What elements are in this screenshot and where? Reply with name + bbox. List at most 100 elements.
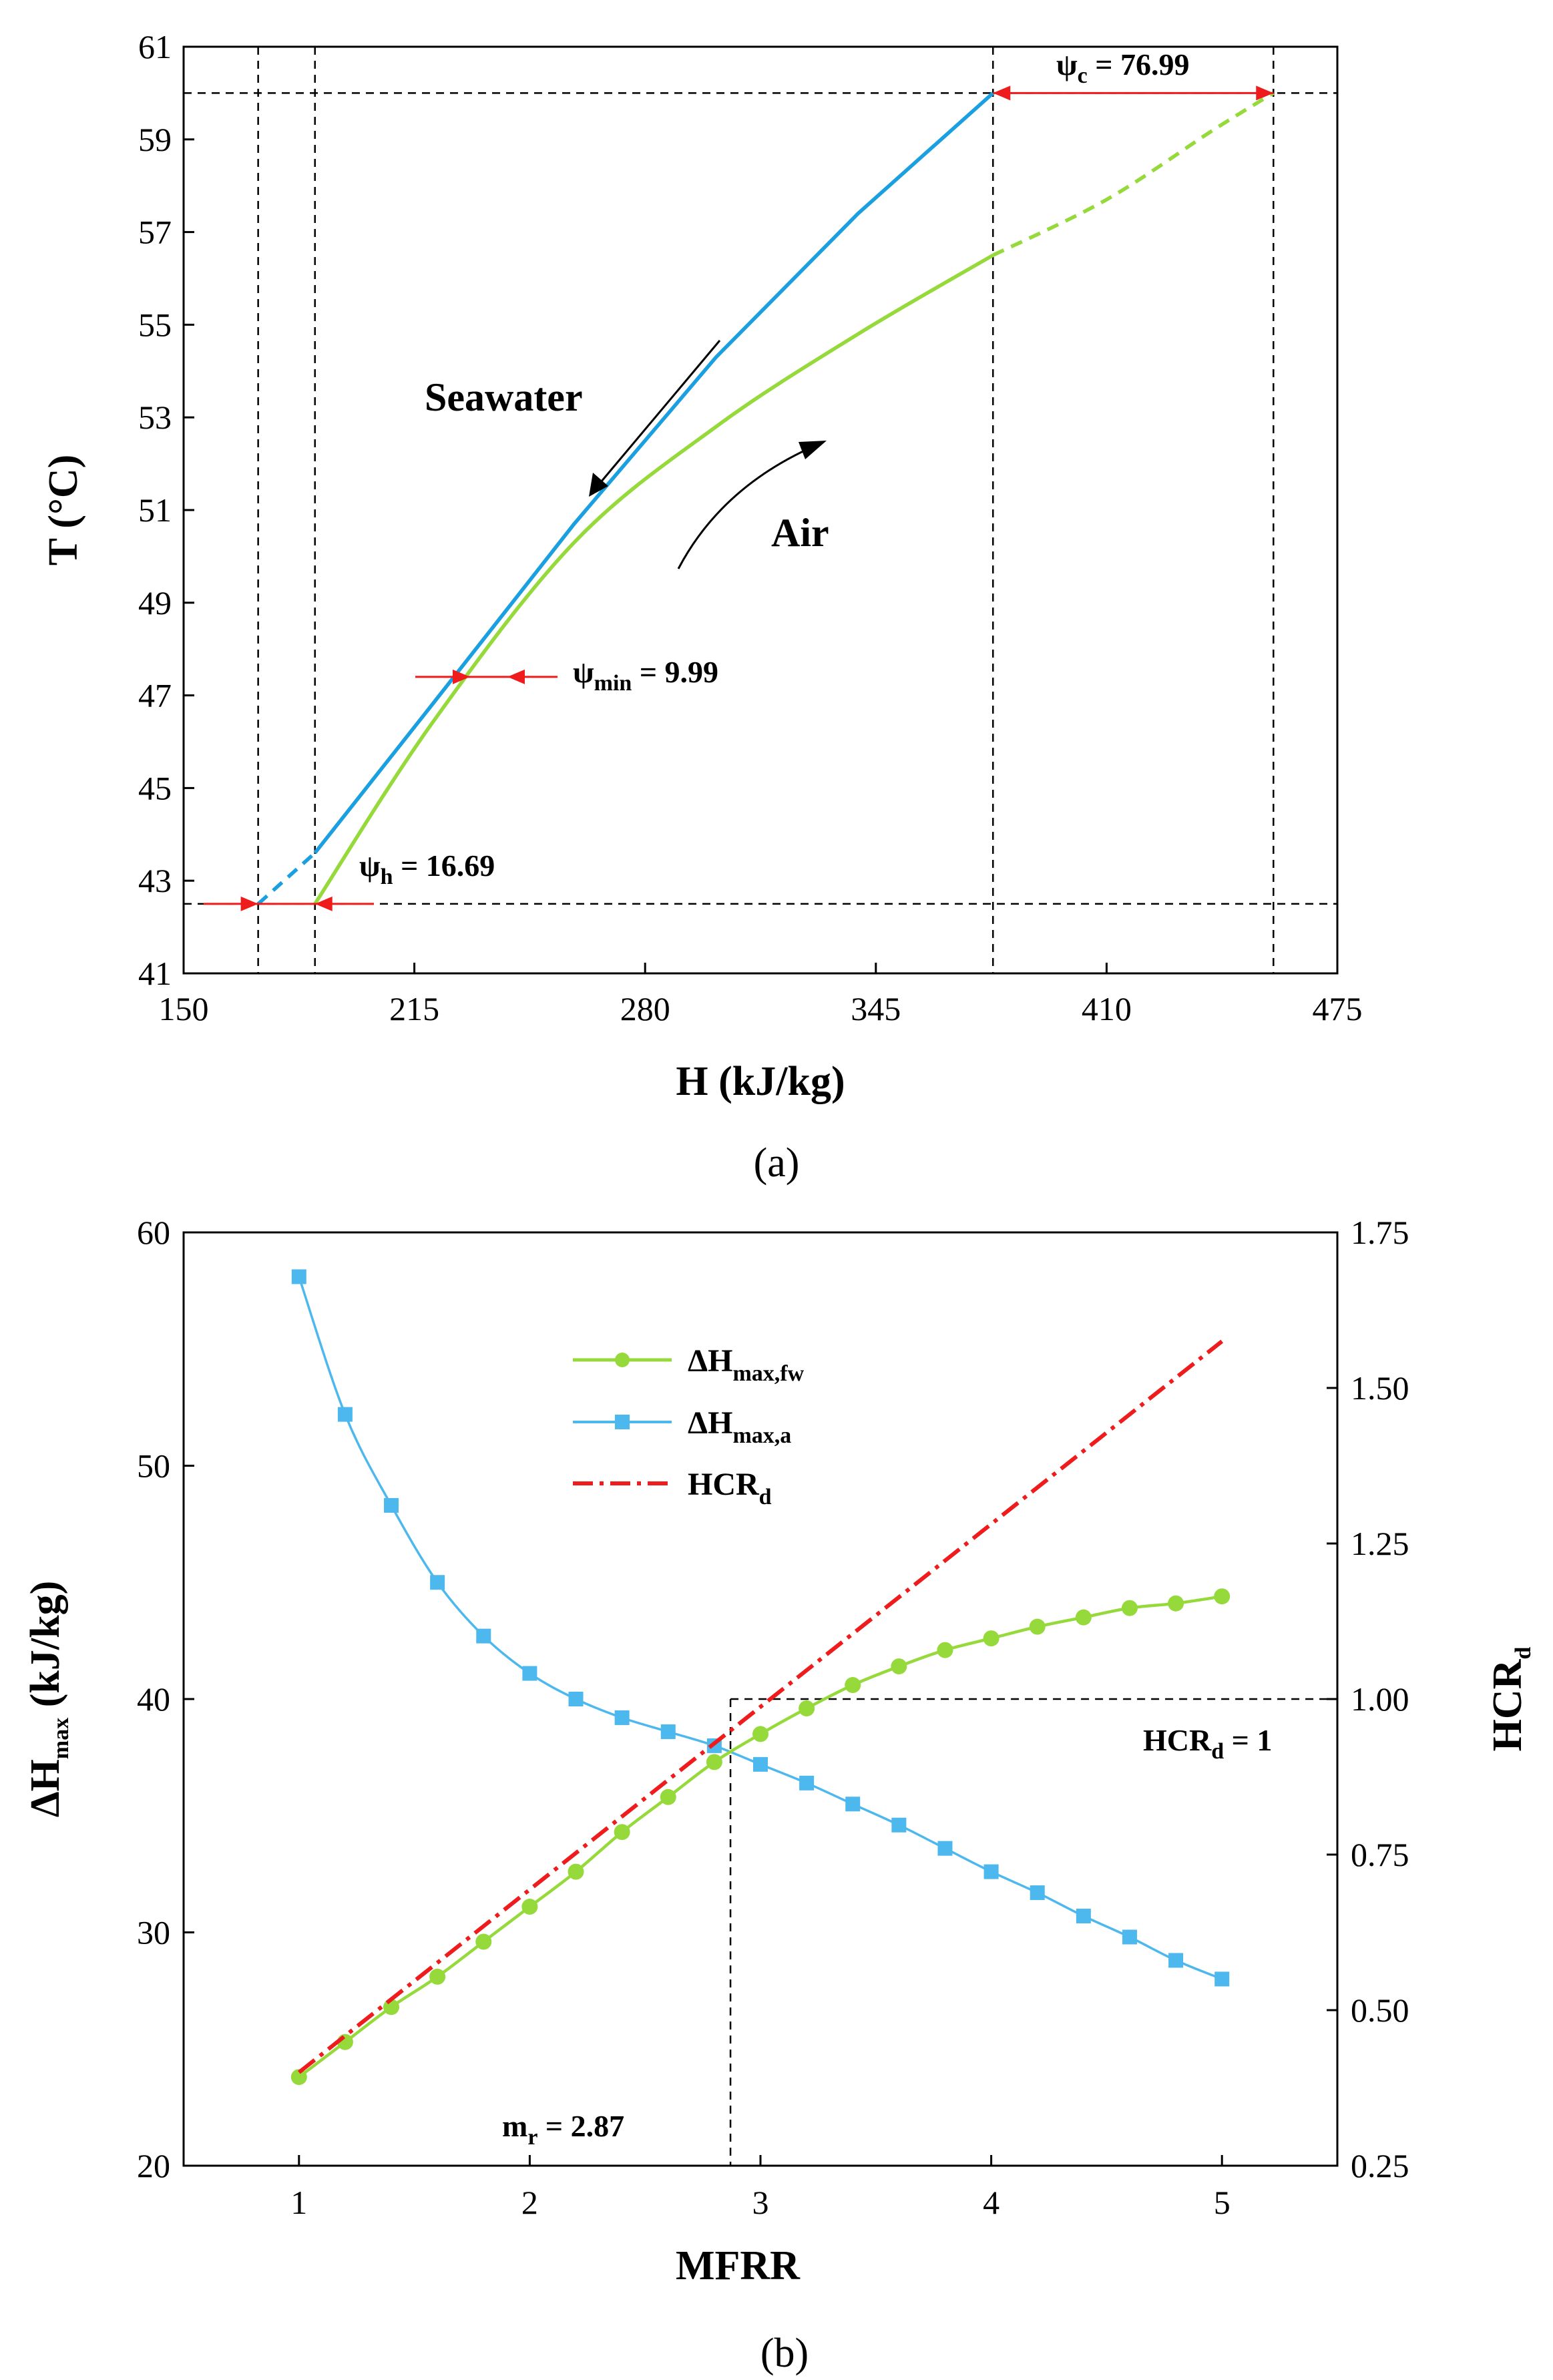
dhmax-fw-point — [614, 1824, 630, 1841]
dhmax-a-point — [430, 1575, 445, 1590]
x-tick-label-a: 150 — [159, 990, 209, 1027]
y-tick-label-right-b: 1.25 — [1351, 1525, 1409, 1562]
dhmax-a-point — [1076, 1909, 1091, 1924]
y-tick-label-left-b: 30 — [137, 1914, 170, 1951]
legend-b: ΔHmax,fw ΔHmax,a HCRd — [573, 1343, 805, 1509]
dhmax-a-point — [291, 1269, 306, 1284]
psi-h-arrowhead-right — [240, 896, 258, 911]
legend-a-marker — [615, 1415, 630, 1429]
x-tick-label-a: 345 — [851, 990, 901, 1027]
y-tick-label-right-b: 1.75 — [1351, 1214, 1409, 1251]
panel-label-b: (b) — [760, 2331, 809, 2376]
dhmax-a-point — [1168, 1953, 1184, 1968]
series-dhmax-fw-line — [298, 1594, 1223, 2078]
x-axis-label-b: MFRR — [676, 2243, 801, 2289]
dhmax-fw-point — [983, 1630, 1000, 1647]
series-air-extension — [992, 91, 1275, 257]
dhmax-fw-point — [1168, 1595, 1184, 1612]
legend-a-label: ΔHmax,a — [688, 1405, 791, 1448]
dhmax-a-point — [1214, 1971, 1230, 1987]
y-tick-label-right-b: 0.25 — [1351, 2147, 1409, 2184]
dhmax-a-point — [384, 1497, 399, 1513]
dhmax-fw-point — [706, 1754, 722, 1770]
series-seawater-line — [313, 91, 995, 855]
panel-label-a: (a) — [754, 1140, 800, 1186]
dhmax-fw-point — [568, 1863, 584, 1880]
legend-hcr-label: HCRd — [688, 1467, 772, 1509]
seawater-direction-arrowhead — [589, 473, 608, 497]
series-a — [256, 91, 1275, 905]
series-dhmax-a-line — [298, 1276, 1223, 1981]
y-tick-label-a: 59 — [138, 121, 172, 158]
legend-fw-label: ΔHmax,fw — [688, 1343, 805, 1386]
psi-min-arrowhead-left — [507, 669, 525, 684]
ticks-b: 1 2 3 4 5 20 30 40 50 60 0.25 0.50 0.75 1.00 1.25 1.50 1… — [137, 1214, 1409, 2221]
dhmax-fw-point — [1029, 1618, 1046, 1635]
x-tick-label-b: 3 — [752, 2184, 769, 2221]
y-tick-label-a: 41 — [138, 955, 172, 992]
y-tick-label-a: 51 — [138, 491, 172, 529]
dhmax-fw-point — [752, 1726, 768, 1742]
y-tick-label-right-b: 1.00 — [1351, 1680, 1409, 1718]
dhmax-a-point — [1122, 1929, 1137, 1945]
dhmax-fw-point — [1075, 1609, 1092, 1626]
dhmax-a-point — [1030, 1885, 1045, 1901]
y-tick-label-right-b: 0.50 — [1351, 1991, 1409, 2029]
reference-lines-b — [729, 1698, 1337, 2166]
y-tick-label-a: 55 — [138, 306, 172, 343]
y-axis-label-a: T (°C) — [41, 455, 86, 566]
x-tick-label-b: 1 — [290, 2184, 307, 2221]
y-tick-label-a: 61 — [138, 28, 172, 65]
dhmax-a-point — [614, 1710, 630, 1725]
dhmax-fw-point — [937, 1642, 953, 1658]
dhmax-a-point — [476, 1628, 491, 1644]
dhmax-fw-point — [891, 1658, 907, 1675]
ticks-a: 150 215 280 345 410 475 41 43 45 47 49 51 53 55 57 59 61 — [138, 28, 1363, 1027]
annotation-hcr-one: HCRd = 1 — [1143, 1723, 1272, 1764]
annotation-psi-min: ψmin = 9.99 — [573, 655, 718, 696]
dhmax-fw-point — [845, 1677, 861, 1694]
x-tick-label-a: 215 — [389, 990, 439, 1027]
dhmax-a-point — [753, 1756, 768, 1772]
psi-c-arrowhead-left — [993, 85, 1011, 101]
air-direction-arrowhead — [799, 441, 827, 459]
dhmax-fw-point — [660, 1789, 676, 1805]
series-seawater-extension — [256, 851, 316, 905]
legend-fw-marker — [615, 1353, 630, 1367]
y-tick-label-left-b: 50 — [137, 1447, 170, 1485]
dhmax-a-point — [660, 1724, 676, 1739]
dhmax-fw-point — [290, 2069, 307, 2086]
y-axis-label-left-b: ΔHmax (kJ/kg) — [23, 1581, 73, 1817]
annotation-arrows-a — [204, 85, 1274, 911]
chart-a: 150 215 280 345 410 475 41 43 45 47 49 51 53 55 57 59 61… — [41, 28, 1363, 1186]
dhmax-a-point — [337, 1407, 353, 1422]
psi-c-arrowhead-right — [1256, 85, 1274, 101]
y-tick-label-a: 45 — [138, 769, 172, 806]
dhmax-a-point — [845, 1797, 861, 1812]
y-tick-label-right-b: 1.50 — [1351, 1369, 1409, 1407]
dhmax-fw-point — [1121, 1600, 1138, 1616]
y-tick-label-left-b: 40 — [137, 1680, 170, 1718]
series-hcr-line — [297, 1339, 1224, 2074]
dhmax-a-point — [891, 1817, 907, 1833]
y-axis-label-right-b: HCRd — [1485, 1647, 1536, 1752]
dhmax-a-point — [568, 1692, 584, 1706]
x-tick-label-b: 4 — [983, 2184, 1000, 2221]
y-tick-label-left-b: 20 — [137, 2147, 170, 2184]
y-tick-label-a: 47 — [138, 677, 172, 714]
dhmax-fw-point — [1214, 1588, 1231, 1605]
x-tick-label-b: 5 — [1214, 2184, 1231, 2221]
psi-h-arrowhead-left — [314, 896, 332, 911]
annotation-seawater: Seawater — [425, 375, 583, 419]
annotation-air: Air — [771, 511, 829, 555]
dhmax-a-point — [522, 1666, 537, 1681]
y-tick-label-a: 49 — [138, 584, 172, 622]
series-b — [290, 1269, 1231, 2086]
y-tick-label-a: 53 — [138, 399, 172, 436]
psi-min-arrowhead-right — [453, 669, 470, 684]
dhmax-fw-point — [521, 1899, 538, 1915]
seawater-direction-arrow — [596, 340, 721, 487]
y-tick-label-left-b: 60 — [137, 1214, 170, 1251]
y-tick-label-a: 57 — [138, 214, 172, 251]
